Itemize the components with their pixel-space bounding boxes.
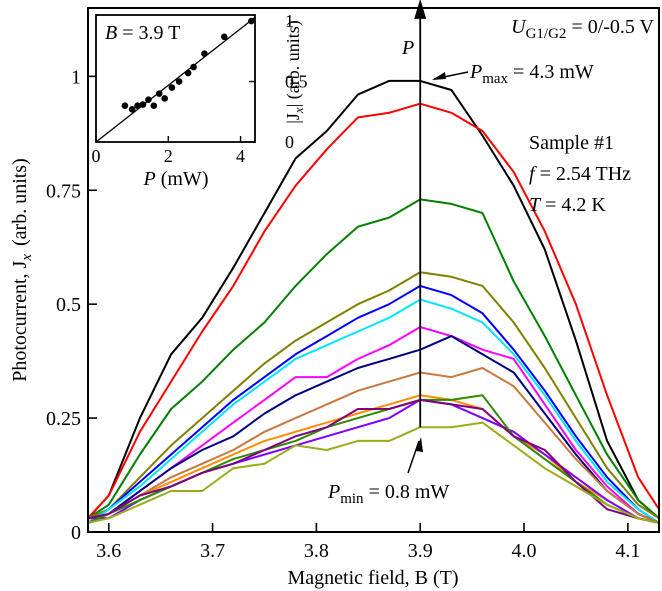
inset-x-tick-label: 4 — [236, 146, 245, 166]
series-line-2 — [87, 102, 660, 519]
power-arrow: P — [401, 0, 427, 428]
y-tick-label: 0.5 — [56, 294, 81, 316]
sample-label: Sample #1 — [529, 132, 614, 154]
inset-y-ticks: 00.51 — [249, 11, 308, 152]
power-arrow-head — [414, 0, 427, 19]
inset-y-tick-label: 0 — [285, 132, 294, 152]
inset-fit-line — [95, 16, 256, 143]
y-tick-label: 1 — [71, 66, 81, 88]
pmin-pointer — [407, 440, 420, 474]
series-layer — [87, 79, 660, 524]
x-tick-label: 3.9 — [408, 540, 433, 562]
y-tick-label: 0.25 — [46, 408, 81, 430]
x-ticks: 3.6 3.7 3.8 3.9 4.0 4.1 — [96, 523, 640, 562]
gate-voltage-label: UG1/G2 = 0/-0.5 V — [511, 16, 654, 42]
inset-data-point — [190, 63, 197, 71]
x-axis-label: Magnetic field, B (T) — [287, 567, 458, 589]
inset-data-point — [201, 50, 208, 58]
inset-data-point — [161, 95, 168, 102]
series-line-6 — [87, 298, 660, 524]
pmin-pointer-head — [416, 437, 423, 452]
series-line-14 — [87, 421, 660, 524]
x-tick-label: 3.7 — [200, 540, 225, 562]
pmax-label: Pmax = 4.3 mW — [469, 61, 594, 87]
inset-data-point — [168, 84, 176, 91]
series-line-3 — [87, 198, 660, 520]
inset-data-point — [150, 102, 158, 110]
inset-x-ticks: 0 2 4 — [92, 136, 245, 166]
inset-y-tick-label: 0.5 — [285, 72, 308, 92]
inset-data-point — [220, 33, 228, 41]
power-arrow-label: P — [401, 37, 414, 59]
series-line-11 — [88, 398, 660, 524]
y-tick-label: 0.75 — [46, 180, 81, 202]
series-line-4 — [87, 271, 660, 520]
plot-frame — [87, 7, 660, 533]
inset-points — [121, 17, 255, 113]
y-ticks: 0 0.25 0.5 0.75 1 — [46, 66, 97, 544]
inset-x-tick-label: 2 — [164, 146, 173, 166]
inset-data-point — [184, 69, 192, 77]
pmin-label: Pmin = 0.8 mW — [327, 481, 449, 507]
series-line-9 — [87, 367, 660, 524]
inset-data-point — [128, 106, 136, 113]
inset-data-point — [134, 102, 141, 110]
series-line-1 — [87, 79, 660, 520]
inset-data-point — [175, 78, 183, 85]
inset-y-label: |Jx| (arb. units) — [283, 20, 306, 123]
inset-data-point — [139, 101, 147, 108]
x-tick-label: 4.0 — [512, 540, 537, 562]
x-tick-label: 3.8 — [304, 540, 329, 562]
inset-field-label: B = 3.9 T — [105, 22, 180, 44]
pmax-pointer-head — [432, 72, 446, 80]
inset-data-point — [121, 102, 129, 110]
frequency-label: f = 2.54 THz — [529, 163, 631, 185]
inset-y-tick-label: 1 — [285, 11, 294, 31]
inset-data-point — [145, 96, 152, 103]
inset-x-tick-label: 0 — [92, 146, 101, 166]
x-tick-label: 3.6 — [96, 540, 121, 562]
y-tick-label: 0 — [71, 522, 81, 544]
series-line-5 — [87, 284, 660, 524]
temperature-label: T = 4.2 K — [529, 194, 606, 216]
y-axis-label: Photocurrent, Jx(arb. units) — [9, 158, 35, 382]
x-tick-label: 4.1 — [615, 540, 640, 562]
series-line-8 — [87, 335, 660, 524]
inset-data-point — [155, 90, 163, 97]
series-line-13 — [87, 398, 660, 524]
inset-x-label: P (mW) — [143, 168, 209, 190]
